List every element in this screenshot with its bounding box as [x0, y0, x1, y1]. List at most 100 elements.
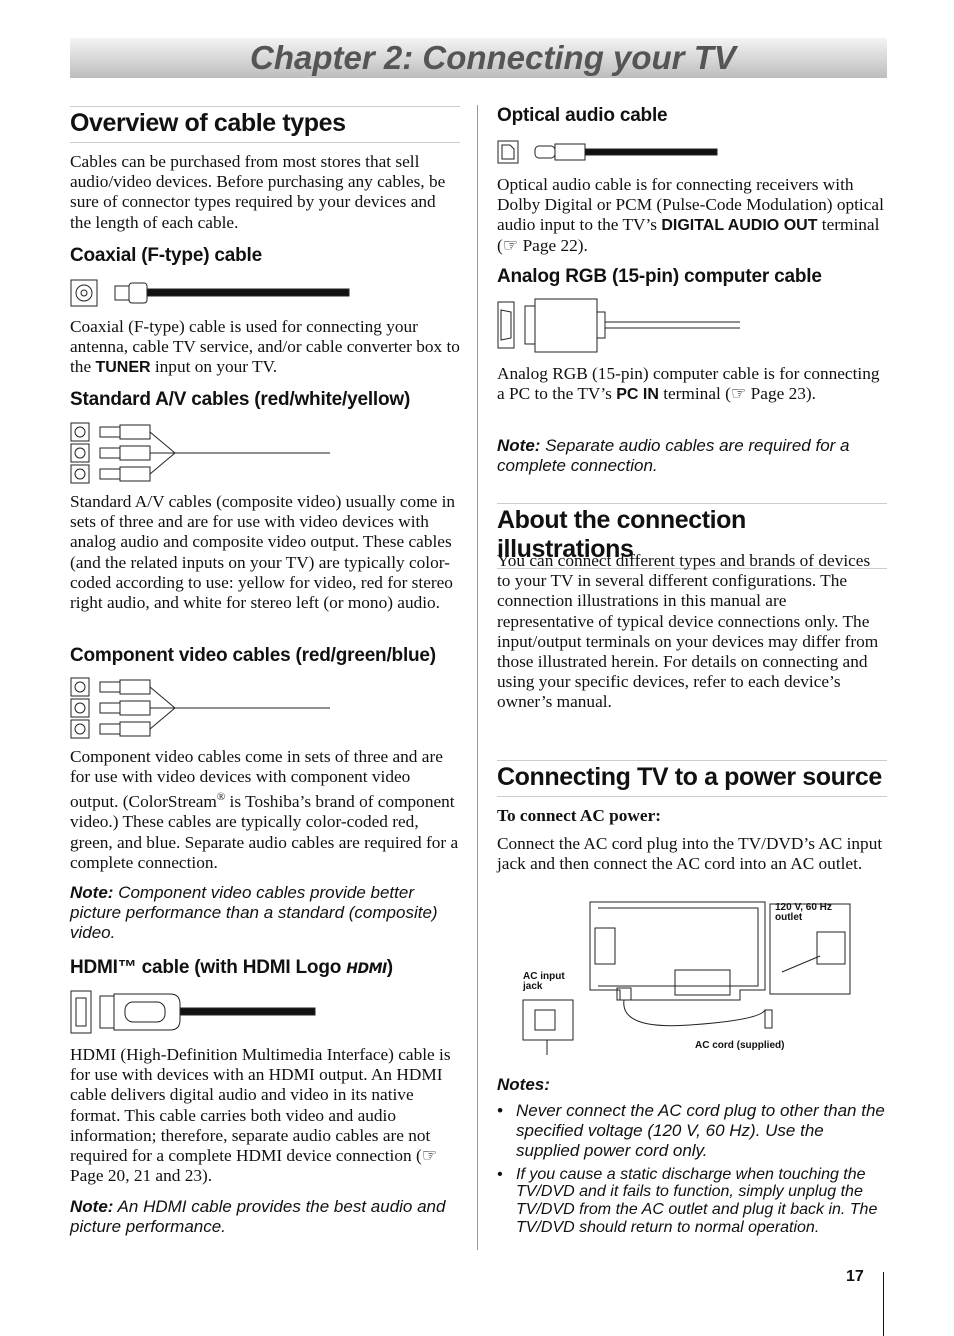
notes-heading: Notes:	[497, 1075, 550, 1094]
hdmi-icon	[70, 990, 316, 1034]
icon-shape	[594, 927, 616, 965]
icon-shape	[70, 719, 90, 739]
icon-shape	[70, 279, 98, 307]
icon-shape	[74, 468, 86, 480]
icon-shape	[70, 698, 90, 718]
icon-shape	[99, 702, 121, 714]
paragraph: Standard A/V cables (composite video) us…	[70, 492, 456, 613]
paragraph: Connect the AC cord plug into the TV/DVD…	[497, 834, 883, 874]
icon-shape	[70, 443, 90, 463]
icon-shape	[99, 447, 121, 459]
paragraph: You can connect different types and bran…	[497, 551, 879, 712]
paragraph: Optical audio cable is for connecting re…	[497, 175, 887, 256]
page-rule	[883, 1272, 884, 1336]
icon-shape	[74, 426, 86, 438]
text: input on your TV.	[150, 357, 278, 377]
note: Note: An HDMI cable provides the best au…	[70, 1197, 460, 1237]
text: Optical audio cable is for connecting re…	[497, 175, 884, 235]
icon-shape	[119, 466, 151, 482]
text: Analog RGB (15-pin) computer cable is fo…	[497, 364, 880, 404]
subheading: HDMI™ cable (with HDMI Logo HDMI)	[70, 957, 460, 979]
note-text: Component video cables provide better pi…	[70, 883, 438, 943]
icon-shape	[584, 148, 718, 156]
icon-shape	[149, 686, 176, 709]
icon-shape	[99, 468, 121, 480]
icon-shape	[74, 702, 86, 714]
icon-shape	[146, 288, 350, 297]
icon-shape	[522, 999, 574, 1041]
text: Coaxial (F-type) cable is used for conne…	[70, 317, 460, 377]
icon-shape	[598, 907, 759, 987]
figure-label: 120 V, 60 Hz outlet	[775, 902, 832, 923]
notes-list: Never connect the AC cord plug to other …	[497, 1101, 887, 1241]
icon-shape	[589, 901, 766, 1001]
paragraph: Cables can be purchased from most stores…	[70, 152, 446, 232]
icon-shape	[524, 305, 536, 345]
icon-shape	[80, 289, 88, 297]
subheading: Analog RGB (15-pin) computer cable	[497, 266, 822, 287]
icon-shape	[500, 309, 512, 341]
icon-shape	[74, 681, 86, 693]
icon-shape	[605, 321, 740, 329]
text: terminal (☞ Page 23).	[658, 384, 816, 404]
icon-shape	[149, 431, 176, 454]
icon-shape	[119, 679, 151, 695]
page-number: 17	[846, 1268, 864, 1285]
note: Note: Separate audio cables are required…	[497, 436, 887, 476]
icon-shape	[769, 903, 851, 995]
terminal-name: PC IN	[616, 386, 659, 404]
icon-shape	[816, 931, 846, 965]
note-label: Note:	[70, 1197, 114, 1216]
icon-shape	[149, 707, 176, 730]
icon-shape	[70, 990, 92, 1034]
optical-icon	[497, 140, 718, 164]
note: Note: Component video cables provide bet…	[70, 883, 460, 944]
icon-shape	[149, 452, 176, 475]
icon-shape	[119, 445, 151, 461]
icon-shape	[497, 301, 515, 349]
subheading: Standard A/V cables (red/white/yellow)	[70, 389, 411, 410]
figure-label: AC cord (supplied)	[695, 1040, 785, 1051]
icon-shape	[113, 993, 181, 1031]
icon-shape	[124, 1001, 166, 1023]
icon-shape	[74, 723, 86, 735]
icon-shape	[554, 143, 586, 161]
icon-shape	[70, 677, 176, 709]
icon-shape	[99, 723, 121, 735]
figure-label: AC input jack	[523, 971, 565, 992]
icon-shape	[497, 140, 519, 164]
subheading: Optical audio cable	[497, 105, 668, 126]
icon-shape	[70, 464, 90, 484]
terminal-name: TUNER	[95, 359, 151, 377]
icon-shape	[70, 422, 176, 454]
component-cable-icon	[70, 677, 330, 739]
icon-shape	[534, 145, 556, 159]
terminal-name: DIGITAL AUDIO OUT	[661, 217, 818, 235]
paragraph: Component video cables come in sets of t…	[70, 747, 460, 873]
note-text: Separate audio cables are required for a…	[497, 436, 850, 476]
icon-shape	[70, 707, 176, 739]
chapter-title: Chapter 2: Connecting your TV	[250, 39, 736, 76]
text: terminal (☞ Page 22).	[497, 215, 880, 255]
icon-shape	[764, 1009, 773, 1029]
icon-shape	[781, 955, 821, 973]
icon-shape	[119, 700, 151, 716]
icon-shape	[597, 311, 606, 339]
section-heading: About the connection illustrations	[497, 503, 887, 569]
chapter-band: Chapter 2: Connecting your TV	[70, 38, 887, 78]
power-figure	[522, 901, 851, 1055]
icon-shape	[99, 995, 115, 1029]
icon-shape	[534, 298, 598, 353]
text: is Toshiba’s brand of component video.) …	[70, 792, 459, 872]
icon-shape	[119, 424, 151, 440]
section-heading: Connecting TV to a power source	[497, 760, 887, 797]
registered-mark: ®	[216, 791, 226, 804]
icon-shape	[534, 1009, 556, 1031]
subheading: Coaxial (F-type) cable	[70, 245, 262, 266]
note-label: Note:	[497, 436, 541, 455]
icon-shape	[74, 447, 86, 459]
note-text: An HDMI cable provides the best audio an…	[70, 1197, 446, 1237]
note-label: Note:	[70, 883, 114, 902]
